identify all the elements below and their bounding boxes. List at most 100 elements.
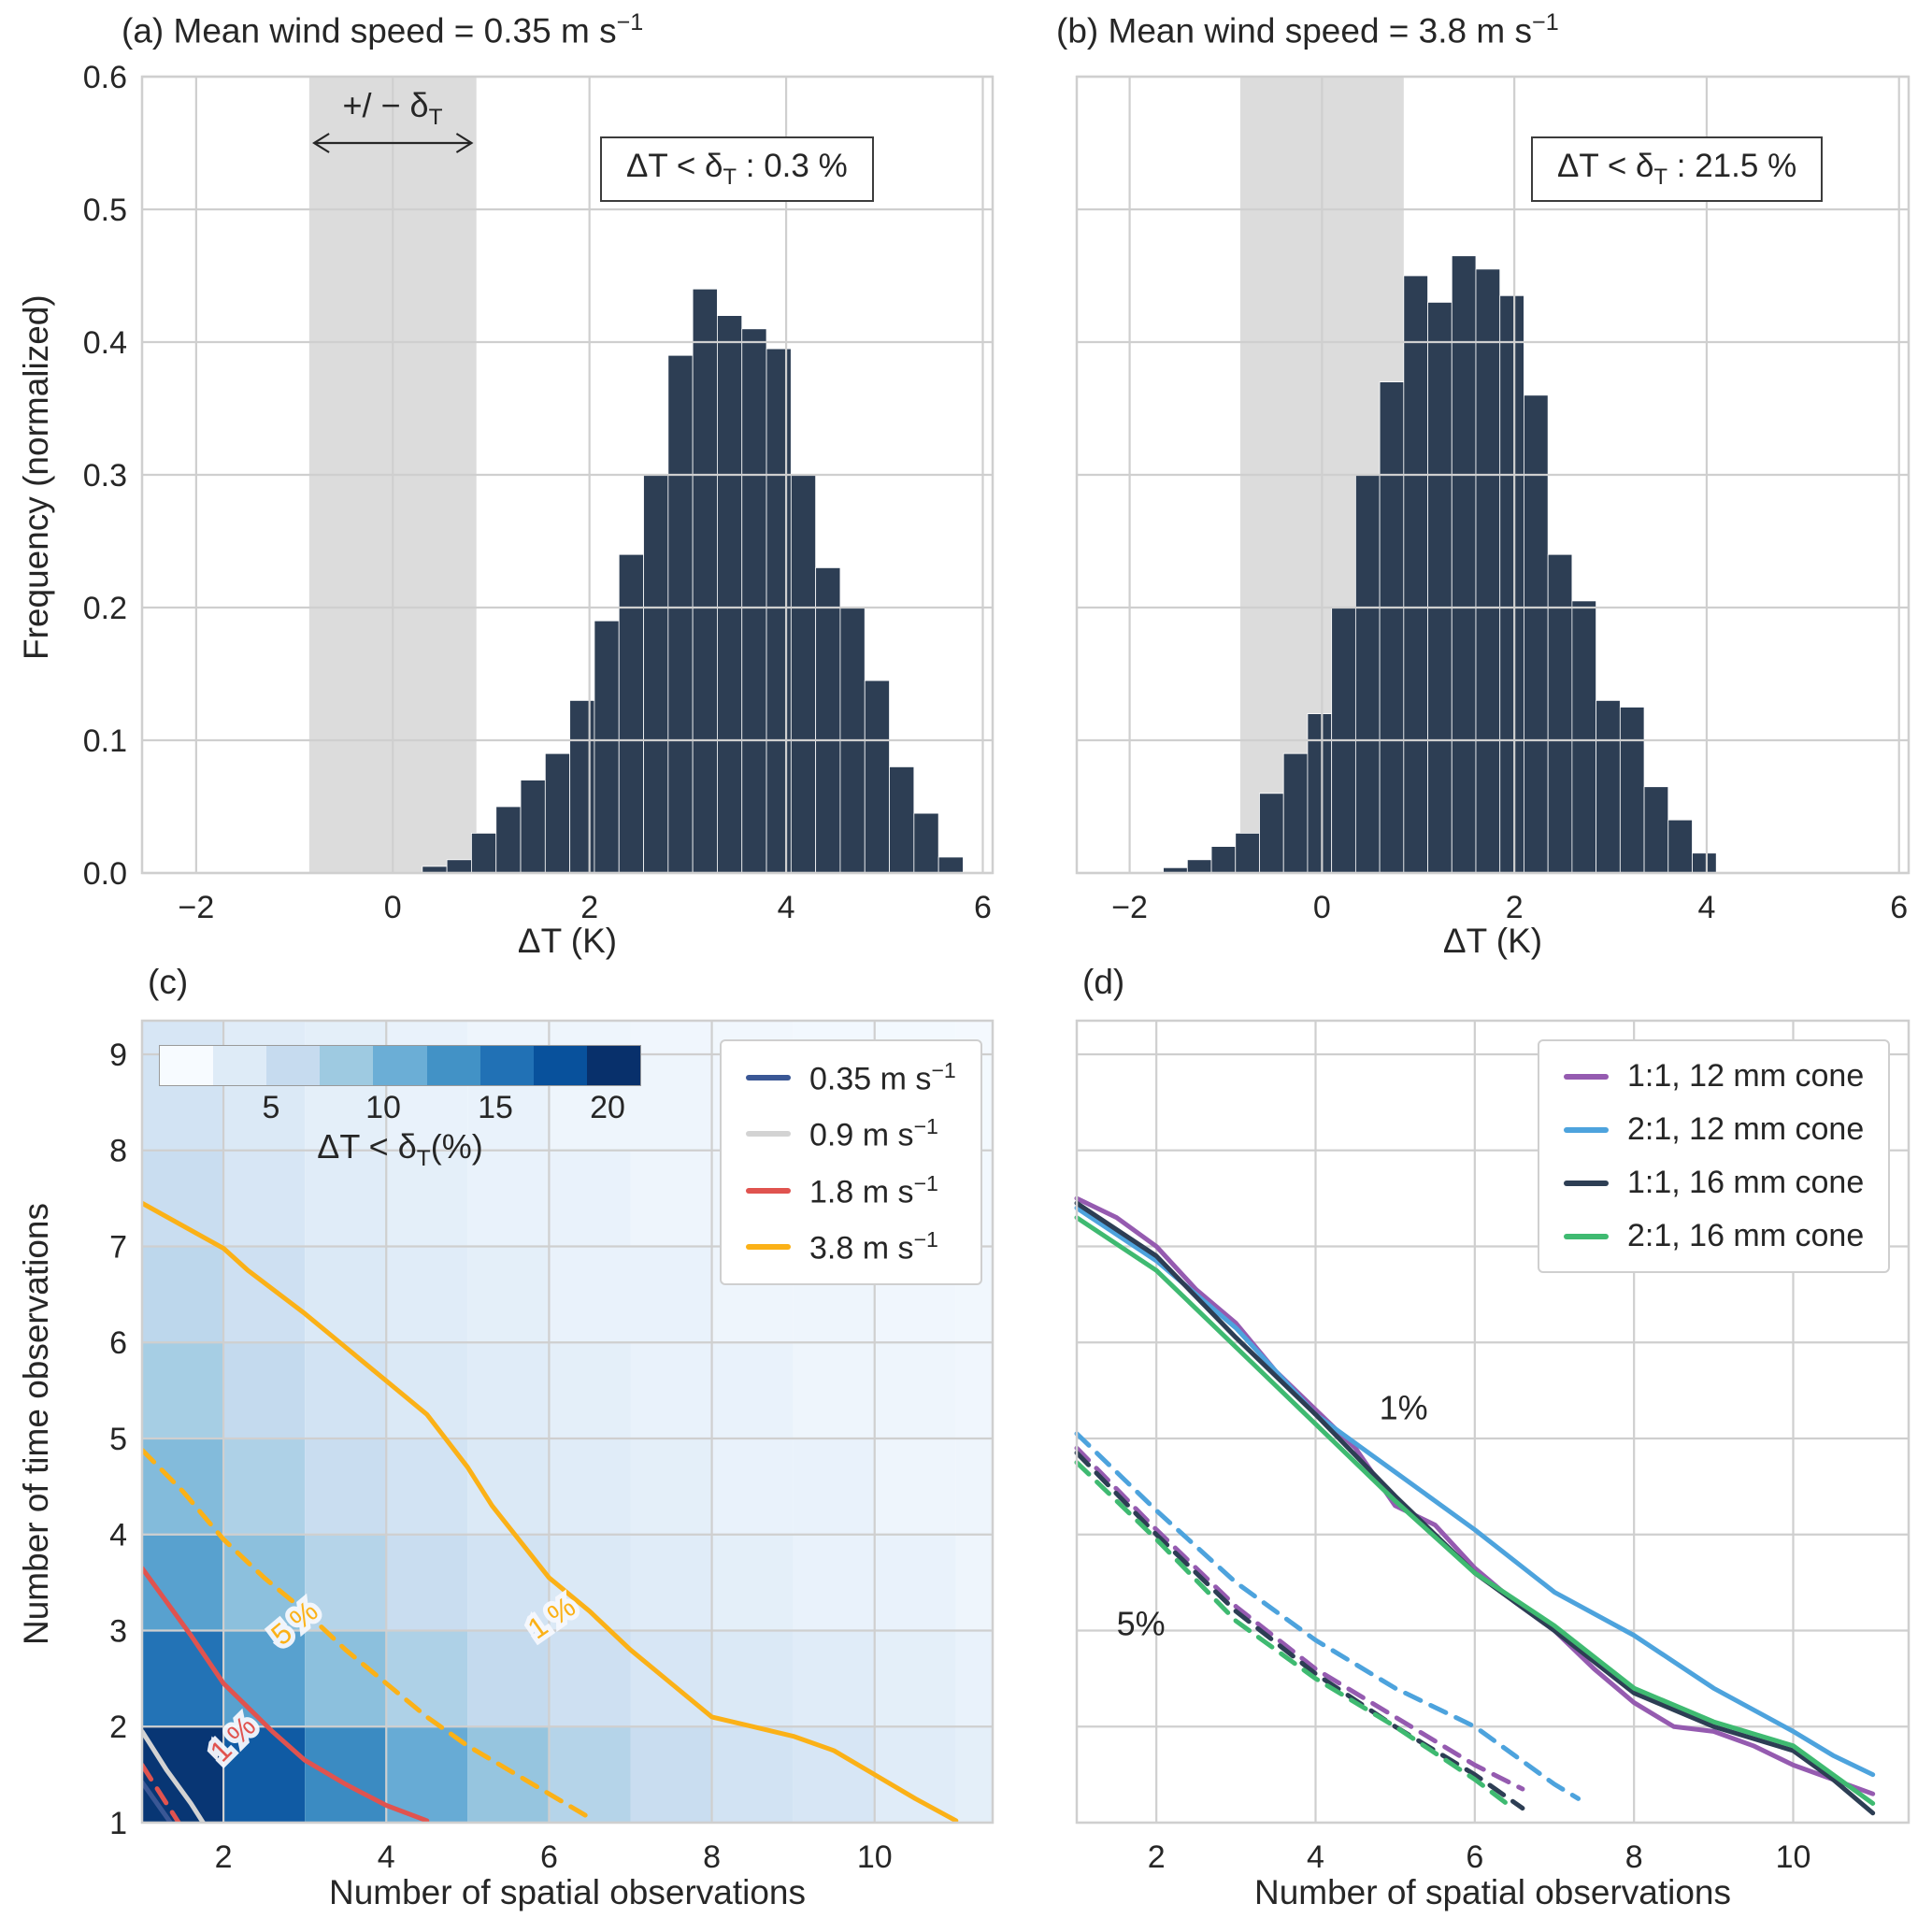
svg-text:8: 8 — [109, 1134, 127, 1169]
svg-text:6: 6 — [1890, 890, 1908, 925]
panel-a: −2 0 2 4 6 0.0 0.1 0.2 0.3 0.4 0.5 0.6 — [83, 60, 995, 925]
legend-cones: 1:1, 12 mm cone 2:1, 12 mm cone 1:1, 16 … — [1538, 1039, 1891, 1273]
histogram-bars — [422, 288, 964, 874]
legend-label-wind-18: 1.8 m s−1 — [809, 1170, 938, 1209]
ylabel-time-observations: Number of time observations — [17, 1203, 55, 1645]
legend-label-cone-1: 1:1, 12 mm cone — [1627, 1058, 1865, 1094]
grid-lines — [1077, 75, 1909, 875]
panel-a-title-text: (a) Mean wind speed = 0.35 m s — [122, 11, 617, 50]
colorbar-ticks: 5 10 15 20 — [159, 1086, 641, 1125]
svg-text:3: 3 — [109, 1613, 127, 1649]
svg-text:10: 10 — [857, 1839, 893, 1875]
legend-label-cone-3: 1:1, 16 mm cone — [1627, 1165, 1865, 1200]
svg-text:0: 0 — [384, 890, 402, 925]
annotation-b-sub: T — [1653, 165, 1668, 190]
legend-label-cone-2: 2:1, 12 mm cone — [1627, 1111, 1865, 1147]
legend-label-wind-38: 3.8 m s−1 — [809, 1226, 938, 1267]
svg-text:0.4: 0.4 — [83, 325, 127, 361]
colorbar-strip — [159, 1045, 641, 1086]
svg-text:0: 0 — [1313, 890, 1331, 925]
svg-text:0.2: 0.2 — [83, 591, 127, 626]
tick-labels: 2 4 6 8 10 — [1148, 1839, 1811, 1875]
legend-item-cone-2: 2:1, 12 mm cone — [1564, 1111, 1864, 1148]
svg-text:2: 2 — [580, 890, 598, 925]
colorbar-label-post: (%) — [430, 1127, 483, 1166]
panel-d-label: (d) — [1082, 963, 1125, 1001]
panel-c-label: (c) — [148, 963, 189, 1001]
annotation-b-post: : 21.5 % — [1667, 148, 1797, 184]
legend-swatch-cone-3 — [1564, 1180, 1609, 1186]
svg-text:0.6: 0.6 — [83, 60, 127, 95]
colorbar-label-pre: ΔT < δ — [317, 1127, 417, 1166]
legend-item-cone-1: 1:1, 12 mm cone — [1564, 1058, 1864, 1095]
legend-label-wind-09: 0.9 m s−1 — [809, 1114, 938, 1153]
legend-item-wind-38: 3.8 m s−1 — [746, 1227, 956, 1267]
legend-item-wind-035: 0.35 m s−1 — [746, 1058, 956, 1097]
svg-text:0.1: 0.1 — [83, 723, 127, 759]
annotation-b-pre: ΔT < δ — [1557, 148, 1654, 184]
legend-item-wind-09: 0.9 m s−1 — [746, 1114, 956, 1153]
svg-text:−2: −2 — [1111, 890, 1148, 925]
svg-text:2: 2 — [109, 1710, 127, 1745]
svg-text:10: 10 — [1776, 1839, 1811, 1875]
ylabel-frequency: Frequency (normalized) — [17, 294, 55, 660]
panel-b-title: (b) Mean wind speed = 3.8 m s−1 — [1056, 9, 1559, 50]
svg-text:9: 9 — [109, 1038, 127, 1073]
panel-b-title-text: (b) Mean wind speed = 3.8 m s — [1056, 11, 1533, 50]
legend-label-cone-4: 2:1, 16 mm cone — [1627, 1218, 1865, 1253]
svg-text:0.5: 0.5 — [83, 193, 127, 228]
svg-text:6: 6 — [974, 890, 992, 925]
annotation-box-b: ΔT < δT : 21.5 % — [1531, 136, 1824, 202]
svg-text:4: 4 — [1307, 1839, 1324, 1875]
legend-item-cone-3: 1:1, 16 mm cone — [1564, 1165, 1864, 1201]
svg-text:2: 2 — [1148, 1839, 1166, 1875]
level-label: 5% — [1117, 1605, 1166, 1643]
colorbar-tick: 10 — [365, 1090, 401, 1125]
legend-item-cone-4: 2:1, 16 mm cone — [1564, 1218, 1864, 1254]
contour-lines — [142, 1200, 959, 1823]
svg-text:6: 6 — [109, 1325, 127, 1361]
xlabel-panel-b: ΔT (K) — [1442, 922, 1543, 960]
svg-text:1: 1 — [109, 1806, 127, 1841]
colorbar-label-sub: T — [416, 1146, 431, 1172]
legend-swatch-wind-09 — [746, 1131, 791, 1138]
panel-a-title-sup: −1 — [616, 9, 644, 36]
svg-text:4: 4 — [378, 1839, 395, 1875]
svg-text:5: 5 — [109, 1422, 127, 1457]
band-label-pre: +/ − δ — [342, 86, 429, 124]
legend-swatch-wind-38 — [746, 1244, 791, 1251]
svg-text:4: 4 — [1697, 890, 1715, 925]
colorbar: 5 10 15 20 ΔT < δT(%) — [159, 1045, 641, 1172]
annotation-a-post: : 0.3 % — [737, 148, 848, 184]
svg-text:8: 8 — [1625, 1839, 1643, 1875]
tick-labels: −2 0 2 4 6 — [1111, 890, 1908, 925]
annotation-a-sub: T — [723, 165, 737, 190]
annotation-a-pre: ΔT < δ — [626, 148, 723, 184]
tick-labels: −2 0 2 4 6 0.0 0.1 0.2 0.3 0.4 0.5 0.6 — [83, 60, 992, 925]
panel-d: 1% 5% 2 4 6 8 10 — [1074, 1019, 1911, 1875]
svg-text:4: 4 — [109, 1518, 127, 1553]
legend-swatch-cone-2 — [1564, 1126, 1609, 1133]
svg-text:−2: −2 — [178, 890, 214, 925]
band-delta-label: +/ − δT — [308, 86, 477, 131]
series-lines — [1074, 1195, 1876, 1816]
xlabel-panel-a: ΔT (K) — [517, 922, 618, 960]
panel-b: −2 0 2 4 6 — [1075, 75, 1911, 925]
legend-item-wind-18: 1.8 m s−1 — [746, 1171, 956, 1210]
colorbar-tick: 5 — [262, 1090, 280, 1125]
panel-b-title-sup: −1 — [1532, 9, 1559, 36]
svg-text:6: 6 — [540, 1839, 558, 1875]
annotation-box-a: ΔT < δT : 0.3 % — [600, 136, 874, 202]
svg-text:8: 8 — [703, 1839, 721, 1875]
legend-wind-speeds: 0.35 m s−1 0.9 m s−1 1.8 m s−1 3.8 m s−1 — [720, 1039, 982, 1286]
colorbar-label: ΔT < δT(%) — [159, 1127, 641, 1172]
band-label-sub: T — [428, 105, 443, 131]
band-width-arrow — [312, 133, 474, 153]
legend-swatch-cone-4 — [1564, 1233, 1609, 1239]
svg-text:0.3: 0.3 — [83, 458, 127, 494]
legend-swatch-wind-18 — [746, 1187, 791, 1194]
svg-text:2: 2 — [1506, 890, 1524, 925]
svg-text:0.0: 0.0 — [83, 856, 127, 892]
